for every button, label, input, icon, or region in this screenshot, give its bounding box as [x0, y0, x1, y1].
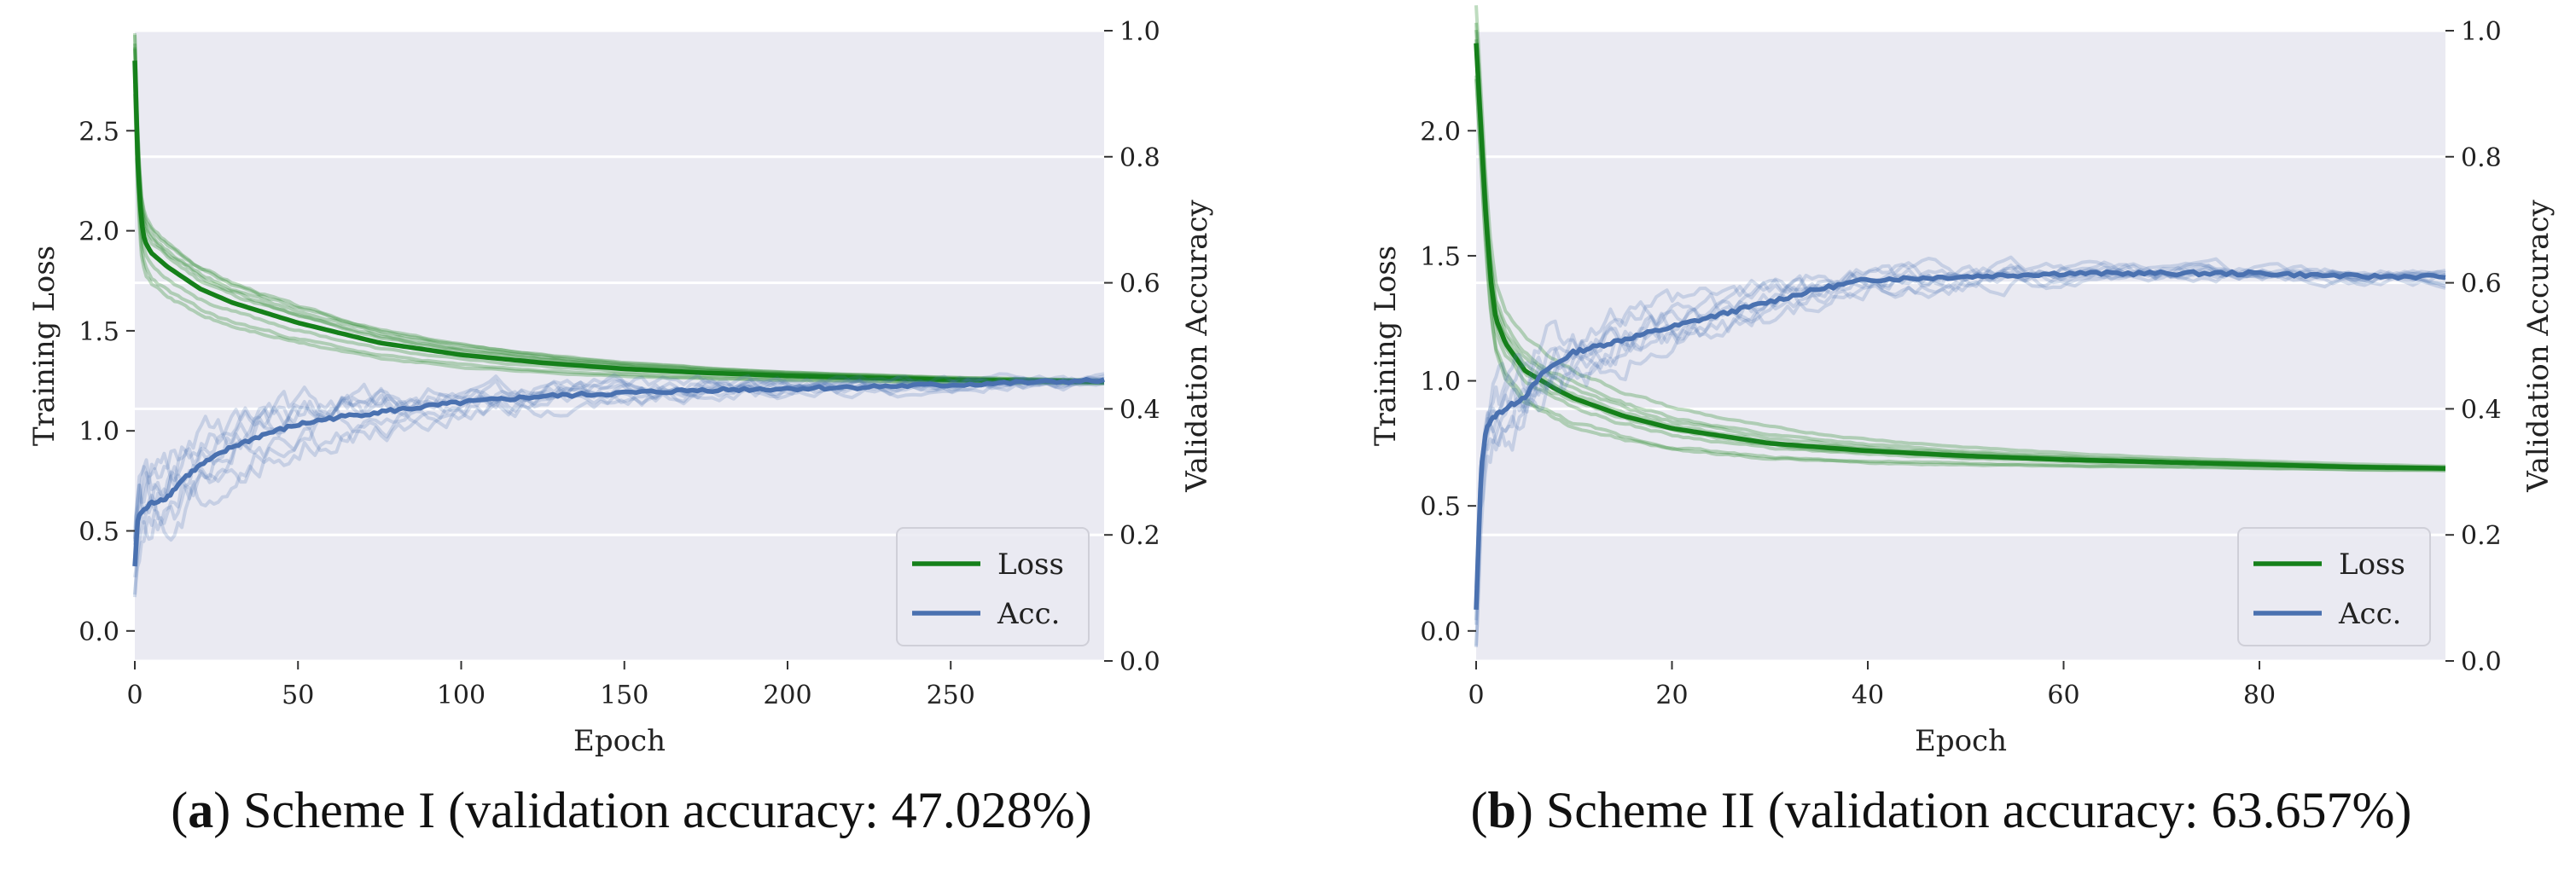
- panel-b-y-left-axis-label: Training Loss: [1369, 246, 1403, 446]
- panel-b-y-right-tick-label: 0.0: [2461, 647, 2502, 677]
- panel-a-y-left-tick-label: 1.0: [79, 417, 119, 447]
- panel-a-x-axis-label: Epoch: [573, 724, 666, 758]
- panel-b-loss-run-line: [1474, 75, 2446, 472]
- caption-a: (a) Scheme I (validation accuracy: 47.02…: [171, 782, 1092, 838]
- panel-a-loss-mean-line: [132, 61, 1105, 385]
- panel-a-x-tick-label: 150: [600, 681, 648, 710]
- panel-a-legend-label: Loss: [997, 548, 1064, 582]
- panel-b-y-right-tick-label: 1.0: [2461, 17, 2502, 47]
- panel-a-legend: Loss Acc.: [896, 527, 1090, 646]
- panel-a-acc-run-line: [133, 377, 1105, 598]
- panel-b-legend: Loss Acc.: [2237, 527, 2431, 646]
- panel-a-y-left-tick-label: 0.0: [79, 617, 119, 647]
- panel-a-x-tick-label: 100: [437, 681, 486, 710]
- panel-a-y-right-tick-label: 0.6: [1119, 269, 1160, 299]
- panel-b-x-axis-label: Epoch: [1915, 724, 2007, 758]
- panel-a-chart: 0 50 100 150 200 250 0.0 0.5 1.0 1.5 2.0 2.5 0.0 0.2 0…: [27, 17, 1214, 758]
- panel-b-loss-run-line: [1474, 78, 2446, 472]
- panel-a-y-right-axis-label: Validation Accuracy: [1180, 199, 1214, 492]
- panel-b-y-right-tick-label: 0.6: [2461, 269, 2502, 299]
- panel-a-acc-mean-line: [132, 376, 1105, 567]
- panel-b-x-tick-label: 40: [1852, 681, 1884, 710]
- panel-b-loss-run-line: [1474, 5, 2445, 468]
- panel-b-y-left-tick-label: 1.5: [1420, 242, 1461, 272]
- panel-b-legend-label: Acc.: [2338, 597, 2401, 631]
- panel-a-y-right-tick-label: 0.8: [1119, 143, 1160, 173]
- panel-b-y-right-tick-label: 0.4: [2461, 395, 2502, 425]
- panel-a-y-right-tick-label: 1.0: [1119, 17, 1160, 47]
- panel-a-legend-box: [896, 527, 1090, 646]
- panel-a-y-left-tick-label: 1.5: [79, 317, 119, 347]
- panel-a-y-left-tick-label: 0.5: [79, 518, 119, 548]
- panel-a-acc-run-line: [133, 376, 1105, 563]
- panel-a-x-tick-label: 0: [126, 681, 142, 710]
- panel-a-y-right-tick-label: 0.4: [1119, 395, 1160, 425]
- panel-a-y-left-tick-label: 2.5: [79, 117, 119, 147]
- caption-a-text: Scheme I (validation accuracy: 47.028%): [230, 782, 1092, 838]
- panel-b-loss-mean-line: [1474, 43, 2446, 471]
- panel-a-legend-label: Acc.: [997, 597, 1060, 631]
- panel-a-loss-run-line: [133, 94, 1104, 385]
- panel-a-x-tick-label: 250: [927, 681, 975, 710]
- panel-b-y-right-tick-label: 0.2: [2461, 521, 2502, 551]
- caption-b: (b) Scheme II (validation accuracy: 63.6…: [1470, 782, 2412, 838]
- panel-a-y-right-tick-label: 0.2: [1119, 521, 1160, 551]
- panel-b-acc-run-line: [1474, 262, 2446, 608]
- panel-b-y-left-tick-label: 1.0: [1420, 368, 1461, 397]
- panel-a-y-left-tick-label: 2.0: [79, 217, 119, 247]
- panel-b-x-tick-label: 0: [1468, 681, 1484, 710]
- panel-b-y-left-tick-label: 0.0: [1420, 617, 1461, 647]
- caption-b-text: Scheme II (validation accuracy: 63.657%): [1532, 782, 2412, 838]
- panel-b-x-tick-label: 20: [1655, 681, 1688, 710]
- panel-a-acc-run-line: [133, 377, 1105, 595]
- panel-b-x-tick-label: 60: [2047, 681, 2079, 710]
- caption-a-letter: a: [188, 782, 214, 838]
- panel-a-x-tick-label: 200: [763, 681, 811, 710]
- panel-b-y-left-tick-label: 2.0: [1420, 117, 1461, 147]
- panel-a-x-tick-label: 50: [282, 681, 314, 710]
- panel-b-y-left-tick-label: 0.5: [1420, 492, 1461, 522]
- panel-b-acc-run-line: [1474, 268, 2446, 647]
- panel-b-y-right-tick-label: 0.8: [2461, 143, 2502, 173]
- panel-a-loss-run-line: [133, 85, 1104, 385]
- panel-b-legend-box: [2237, 527, 2431, 646]
- panel-b-x-tick-label: 80: [2243, 681, 2276, 710]
- panel-a-loss-run-line: [133, 32, 1105, 382]
- panel-a-loss-run-line: [133, 35, 1105, 383]
- panel-a-y-left-axis-label: Training Loss: [27, 246, 61, 446]
- panel-b-chart: 0 20 40 60 80 0.0 0.5 1.0 1.5 2.0 0.0 0.2 0.4 0.6 0.8 1…: [1369, 5, 2556, 758]
- panel-a-acc-run-line: [133, 374, 1105, 578]
- panel-b-acc-mean-line: [1474, 269, 2446, 611]
- panel-a-y-right-tick-label: 0.0: [1119, 647, 1160, 677]
- caption-b-letter: b: [1487, 782, 1516, 838]
- panel-b-y-right-axis-label: Validation Accuracy: [2521, 199, 2556, 492]
- panel-b-legend-label: Loss: [2339, 548, 2405, 582]
